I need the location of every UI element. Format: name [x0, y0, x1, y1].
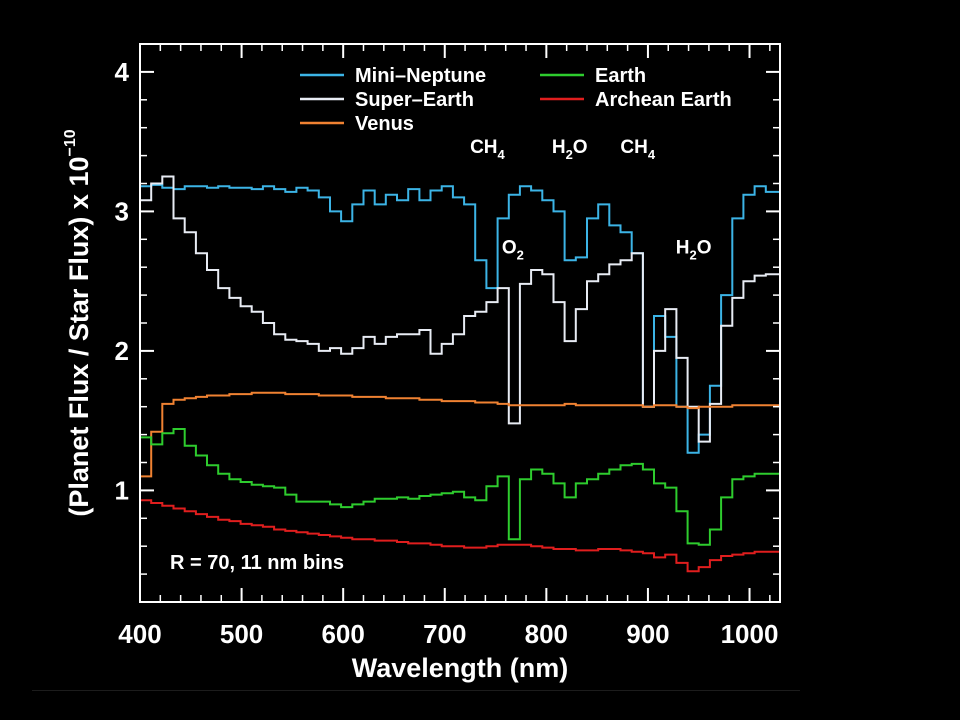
series-layer	[140, 175, 781, 573]
x-tick-label: 800	[525, 619, 568, 649]
y-axis-title-text: (Planet Flux / Star Flux) x 10	[64, 157, 94, 517]
y-tick-label: 1	[115, 475, 129, 505]
legend-label-earth: Earth	[595, 65, 646, 87]
legend-label-venus: Venus	[355, 113, 414, 135]
series-line-venus	[140, 391, 781, 478]
absorption-annotations: CH4 H2O CH4 O2 H2O	[470, 137, 711, 262]
y-tick-label: 3	[115, 196, 129, 226]
x-axis-title: Wavelength (nm)	[352, 653, 569, 683]
x-tick-label: 900	[626, 619, 669, 649]
annotation-label: CH4	[470, 137, 505, 162]
divider	[32, 690, 800, 691]
y-tick-label: 4	[115, 57, 130, 87]
x-tick-label: 500	[220, 619, 263, 649]
x-tick-label: 400	[118, 619, 161, 649]
legend-label-archean-earth: Archean Earth	[595, 89, 732, 111]
y-tick-labels: 1 2 3 4	[115, 57, 130, 505]
y-axis-title: (Planet Flux / Star Flux) x 10−10	[62, 129, 94, 516]
x-tick-label: 600	[321, 619, 364, 649]
x-tick-label: 700	[423, 619, 466, 649]
y-tick-label: 2	[115, 336, 129, 366]
series-line-super-earth	[140, 175, 780, 443]
series-line-archean-earth	[140, 499, 780, 573]
ticks-layer	[139, 43, 780, 602]
series-line-earth	[140, 428, 780, 546]
annotation-label: H2O	[552, 137, 588, 162]
annotation-label: O2	[502, 237, 524, 262]
x-tick-labels: 400 500 600 700 800 900 1000	[118, 619, 778, 649]
legend-label-mini-neptune: Mini–Neptune	[355, 65, 486, 87]
resolution-note: R = 70, 11 nm bins	[170, 552, 344, 574]
x-tick-label: 1000	[721, 619, 779, 649]
annotation-label: CH4	[620, 137, 655, 162]
legend-label-super-earth: Super–Earth	[355, 89, 474, 111]
annotation-label: H2O	[676, 237, 712, 262]
series-line-mini-neptune	[140, 183, 780, 454]
y-axis-title-exponent: −10	[62, 129, 79, 156]
